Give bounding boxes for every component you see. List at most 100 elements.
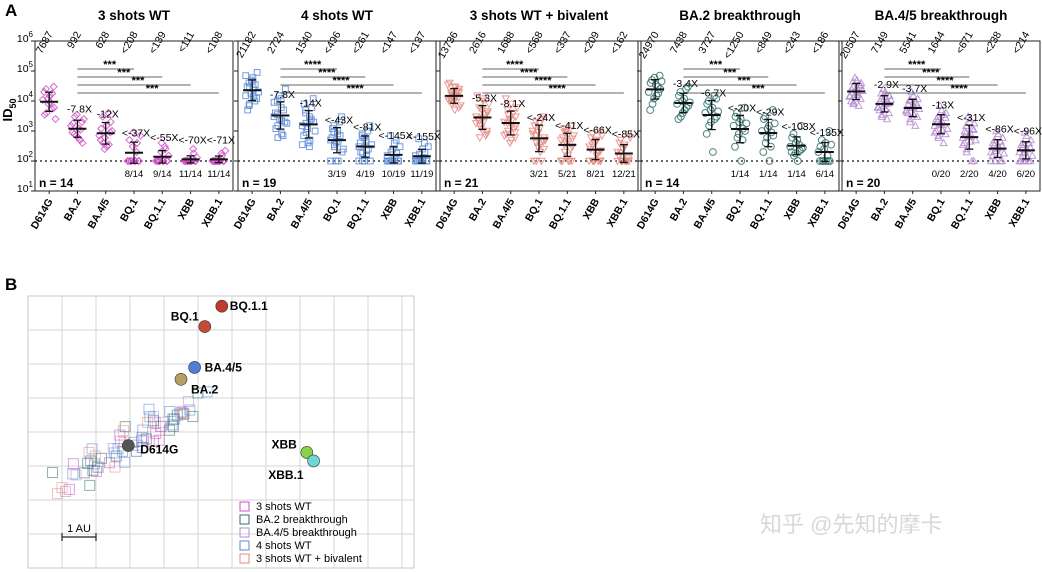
subpanel-5: BA.4/5 breakthrough20507D614G-2.9X7149BA… bbox=[836, 8, 1042, 231]
fold-change-label: <-29X bbox=[756, 106, 784, 118]
data-point bbox=[902, 106, 911, 115]
fold-change-label: <-66X bbox=[583, 125, 611, 137]
gmt-label: <1250 bbox=[721, 29, 746, 61]
antigen-label: BQ.1.1 bbox=[230, 299, 268, 313]
below-lod-fraction: 6/14 bbox=[816, 169, 835, 180]
fold-change-label: <-86X bbox=[985, 124, 1013, 136]
data-point bbox=[678, 97, 687, 105]
serum-square bbox=[167, 420, 179, 432]
significance-stars: *** bbox=[146, 83, 160, 95]
serum-square bbox=[56, 482, 68, 494]
data-point bbox=[741, 127, 749, 135]
data-point bbox=[475, 134, 485, 143]
serum-square bbox=[63, 483, 75, 495]
data-point bbox=[475, 104, 484, 113]
data-point bbox=[340, 145, 347, 153]
data-point bbox=[903, 99, 913, 108]
gmt-label: 1688 bbox=[495, 29, 517, 55]
data-point bbox=[396, 143, 404, 151]
fold-change-label: <-135X bbox=[810, 127, 844, 139]
serum-square bbox=[130, 445, 142, 457]
serum-square bbox=[110, 450, 122, 462]
data-point bbox=[362, 136, 370, 144]
below-lod-fraction: 9/14 bbox=[153, 169, 172, 180]
data-point bbox=[128, 142, 137, 151]
data-point bbox=[882, 114, 892, 123]
x-tick-label: BA.2 bbox=[668, 196, 690, 223]
x-tick-label: D614G bbox=[635, 197, 662, 232]
data-point bbox=[245, 102, 253, 110]
data-point bbox=[799, 143, 807, 152]
data-point bbox=[481, 132, 490, 141]
data-point bbox=[72, 131, 81, 140]
gmt-label: <139 bbox=[147, 29, 169, 56]
data-point bbox=[992, 126, 1001, 135]
data-point bbox=[454, 85, 464, 94]
fold-change-label: <-55X bbox=[150, 132, 178, 144]
data-point bbox=[613, 148, 622, 157]
y-tick-label: 105 bbox=[17, 60, 34, 75]
data-point bbox=[588, 157, 598, 166]
y-tick-label: 103 bbox=[17, 120, 34, 135]
data-point bbox=[244, 106, 252, 114]
serum-square bbox=[90, 465, 102, 477]
data-point bbox=[500, 132, 509, 141]
y-tick-label: 104 bbox=[17, 90, 34, 105]
x-tick-label: XBB.1 bbox=[1007, 196, 1033, 229]
serum-square bbox=[164, 405, 176, 417]
serum-square bbox=[137, 424, 149, 436]
data-point bbox=[417, 157, 425, 165]
below-lod-fraction: 11/14 bbox=[179, 169, 202, 180]
gmt-label: <186 bbox=[809, 29, 831, 56]
subpanel-1: 3 shots WT 7687 D614G -7.8X 992 BA.2 -12X 628 BA… bbox=[29, 8, 235, 231]
data-point bbox=[355, 157, 363, 165]
data-point bbox=[592, 138, 601, 146]
x-tick-label: BA.4/5 bbox=[86, 196, 113, 230]
serum-square bbox=[147, 415, 159, 427]
data-point bbox=[75, 135, 85, 145]
serum-square bbox=[87, 464, 99, 476]
serum-square bbox=[176, 406, 188, 418]
subpanel-title: 3 shots WT bbox=[98, 8, 171, 23]
data-point bbox=[567, 122, 577, 131]
x-tick-label: XBB bbox=[176, 196, 198, 222]
data-point bbox=[941, 113, 950, 121]
data-point bbox=[845, 92, 854, 100]
data-point bbox=[712, 112, 721, 121]
panel-b-map: BQ.1.1 BQ.1 BA.4/5 BA.2 D614G XBB XBB.1 1 AU 3 s… bbox=[27, 295, 415, 569]
legend-label: BA.2 breakthrough bbox=[256, 514, 348, 526]
data-point bbox=[558, 134, 568, 143]
data-point bbox=[970, 118, 979, 127]
data-point bbox=[123, 156, 132, 166]
data-point bbox=[856, 94, 865, 102]
data-point bbox=[998, 133, 1007, 141]
data-point bbox=[454, 89, 464, 98]
data-point bbox=[703, 100, 712, 108]
data-point bbox=[797, 121, 805, 130]
data-point bbox=[788, 133, 796, 142]
data-point bbox=[507, 100, 516, 109]
data-point bbox=[877, 110, 887, 118]
data-point bbox=[559, 125, 569, 134]
data-point bbox=[129, 128, 138, 137]
data-point bbox=[125, 135, 134, 145]
below-lod-fraction: 1/14 bbox=[731, 169, 750, 180]
panel-a-letter: A bbox=[5, 1, 17, 20]
data-point bbox=[51, 114, 60, 124]
serum-square bbox=[78, 467, 90, 479]
gmt-label: 2616 bbox=[467, 29, 489, 55]
significance-stars: **** bbox=[506, 59, 524, 71]
data-point bbox=[100, 133, 110, 142]
significance-stars: *** bbox=[752, 83, 766, 95]
data-point bbox=[364, 127, 372, 135]
x-tick-label: D614G bbox=[836, 197, 863, 232]
data-point bbox=[48, 89, 57, 98]
sample-size-label: n = 14 bbox=[645, 176, 680, 190]
data-point bbox=[626, 134, 635, 143]
gmt-label: 1540 bbox=[293, 29, 315, 55]
data-point bbox=[192, 153, 202, 162]
watermark: 知乎 @先知的摩卡 bbox=[760, 512, 942, 537]
data-point bbox=[986, 156, 996, 165]
data-point bbox=[1028, 151, 1037, 159]
data-point bbox=[684, 82, 692, 91]
